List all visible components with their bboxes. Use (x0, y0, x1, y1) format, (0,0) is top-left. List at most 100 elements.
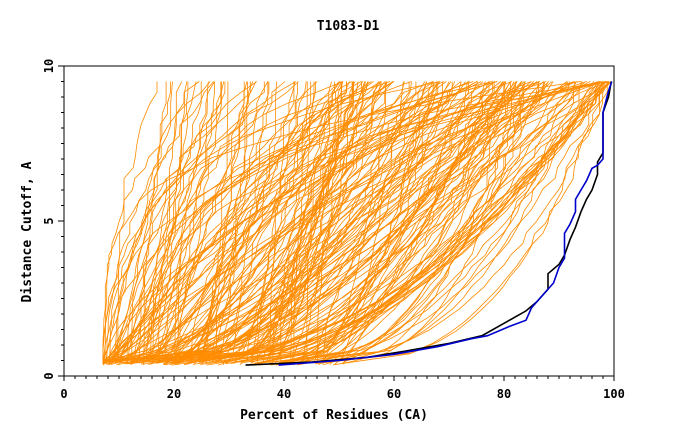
highlight-series (245, 81, 613, 366)
bundle-line (343, 81, 517, 365)
bundle-line (139, 81, 461, 362)
highlight-line-1 (245, 81, 613, 366)
y-axis-label: Distance Cutoff, A (20, 161, 35, 302)
bundle-line (251, 81, 296, 362)
bundle-line (117, 81, 225, 364)
bundle-line (104, 81, 222, 364)
bundle-line (177, 81, 395, 366)
bundle-line (103, 81, 412, 366)
bundle-line (329, 81, 534, 362)
bundle-line (284, 81, 434, 362)
bundle-line (125, 81, 604, 364)
bundle-line (102, 81, 450, 362)
bundle-line (106, 81, 490, 363)
bundle-line (307, 81, 484, 363)
bundle-line (130, 81, 197, 365)
bundle-line (274, 81, 344, 366)
bundle-line (210, 81, 248, 365)
bundle-line (115, 81, 257, 364)
bundle-line (144, 81, 553, 362)
bundle-line (113, 81, 612, 363)
bundle-line (126, 81, 498, 364)
bundle-line (106, 81, 215, 365)
x-tick-label: 100 (603, 387, 625, 401)
bundle-line (152, 81, 391, 363)
bundle-line (141, 81, 189, 363)
bundle-line (339, 81, 404, 362)
background-bundle (102, 81, 612, 366)
y-axis: 0 5 10 (42, 59, 64, 380)
highlight-line-2 (278, 81, 613, 366)
bundle-line (169, 81, 547, 361)
bundle-line (147, 81, 369, 365)
bundle-line (280, 81, 607, 364)
bundle-line (111, 81, 587, 362)
bundle-line (102, 81, 340, 365)
bundle-line (295, 81, 582, 363)
bundle-line (117, 81, 374, 362)
bundle-line (109, 81, 299, 366)
bundle-line (110, 81, 544, 363)
bundle-line (341, 81, 576, 365)
bundle-line (293, 81, 381, 366)
bundle-line (200, 81, 382, 362)
bundle-line (217, 81, 332, 366)
bundle-line (104, 81, 582, 364)
bundle-line (184, 81, 539, 364)
bundle-line (109, 81, 347, 363)
chart-title: T1083-D1 (317, 19, 380, 34)
bundle-line (297, 81, 512, 366)
bundle-line (198, 81, 318, 364)
bundle-line (127, 81, 540, 363)
bundle-line (102, 81, 498, 362)
bundle-line (204, 81, 278, 361)
bundle-line (117, 81, 158, 362)
bundle-line (298, 81, 386, 363)
x-tick-label: 60 (387, 387, 401, 401)
bundle-line (143, 81, 441, 366)
y-tick-label: 10 (42, 59, 56, 73)
bundle-line (133, 81, 364, 363)
bundle-line (105, 81, 200, 362)
bundle-line (157, 81, 269, 363)
bundle-line (169, 81, 591, 365)
bundle-line (323, 81, 609, 363)
bundle-line (174, 81, 609, 365)
bundle-line (131, 81, 258, 364)
bundle-line (225, 81, 612, 365)
x-tick-label: 40 (277, 387, 291, 401)
bundle-line (273, 81, 603, 365)
y-tick-label: 0 (42, 372, 56, 379)
bundle-line (110, 81, 512, 362)
bundle-line (269, 81, 606, 363)
bundle-line (270, 81, 356, 364)
bundle-line (302, 81, 369, 364)
x-axis: 0 20 40 60 80 100 (60, 376, 625, 401)
bundle-line (275, 81, 539, 364)
bundle-line (102, 81, 532, 365)
bundle-line (147, 81, 515, 362)
x-axis-label: Percent of Residues (CA) (240, 408, 428, 423)
bundle-line (177, 81, 343, 364)
bundle-line (102, 81, 171, 364)
bundle-line (194, 81, 600, 365)
bundle-line (110, 81, 307, 365)
bundle-line (128, 81, 183, 365)
bundle-line (233, 81, 298, 364)
bundle-line (156, 81, 574, 364)
bundle-line (334, 81, 486, 365)
bundle-line (102, 81, 211, 363)
bundle-line (186, 81, 610, 362)
bundle-line (314, 81, 609, 365)
x-tick-label: 80 (497, 387, 511, 401)
bundle-line (163, 81, 394, 365)
bundle-line (190, 81, 482, 364)
bundle-line (189, 81, 248, 364)
bundle-line (192, 81, 229, 366)
bundle-line (187, 81, 538, 363)
bundle-line (206, 81, 506, 366)
bundle-line (158, 81, 362, 364)
bundle-line (173, 81, 605, 365)
bundle-line (216, 81, 308, 363)
